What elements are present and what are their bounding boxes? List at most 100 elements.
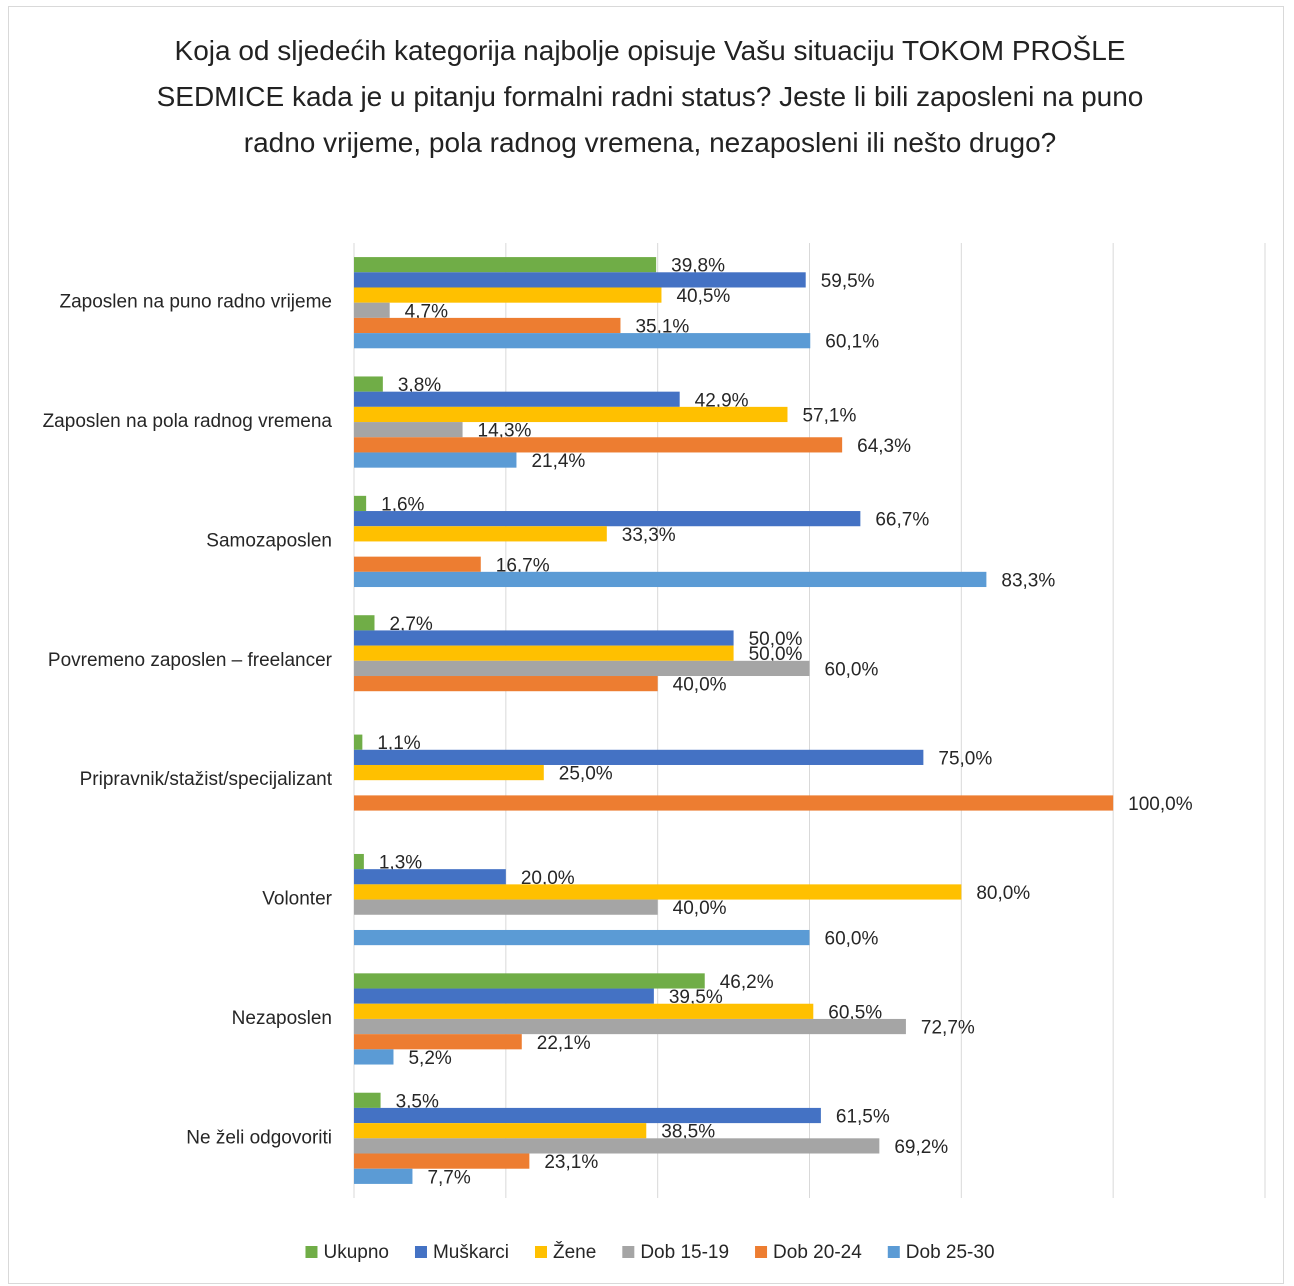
bar: [354, 734, 363, 750]
legend-label: Dob 15-19: [640, 1242, 729, 1263]
bar: [354, 556, 481, 572]
data-label: 61,5%: [836, 1107, 890, 1128]
bar: [354, 526, 607, 542]
data-label: 39,5%: [669, 987, 723, 1008]
data-label: 33,3%: [622, 525, 676, 546]
bar: [354, 391, 680, 407]
bar: [354, 376, 383, 392]
legend-swatch: [755, 1246, 768, 1258]
bar: [354, 317, 621, 334]
data-label: 5,2%: [408, 1048, 451, 1069]
data-label: 40,0%: [673, 675, 727, 696]
data-label: 1,3%: [379, 853, 422, 874]
y-tick-label: Pripravnik/stažist/specijalizant: [80, 769, 333, 790]
bar: [354, 869, 506, 885]
bar: [354, 1123, 647, 1139]
bar: [354, 660, 810, 677]
bar: [354, 287, 662, 303]
data-label: 21,4%: [531, 451, 585, 472]
bar: [354, 615, 375, 631]
data-label: 66,7%: [875, 510, 929, 531]
bar: [354, 630, 734, 646]
y-tick-label: Zaposlen na puno radno vrijeme: [59, 292, 332, 313]
bar: [354, 749, 924, 765]
legend-swatch: [414, 1246, 427, 1258]
y-tick-label: Ne želi odgovoriti: [186, 1127, 332, 1148]
bar: [354, 988, 654, 1004]
data-label: 42,9%: [695, 390, 749, 411]
legend-label: Muškarci: [433, 1242, 509, 1263]
bar: [354, 1168, 413, 1184]
data-label: 72,7%: [921, 1018, 975, 1039]
bar: [354, 511, 861, 527]
data-label: 25,0%: [559, 764, 613, 785]
bar: [354, 795, 1114, 811]
legend-swatch: [535, 1246, 547, 1258]
bar: [354, 333, 811, 349]
data-label: 46,2%: [720, 972, 774, 993]
bar: [354, 929, 810, 946]
data-label: 60,0%: [825, 659, 879, 680]
bar: [354, 884, 962, 900]
legend-label: Žene: [553, 1241, 596, 1263]
data-label: 1,6%: [381, 494, 424, 515]
data-label: 38,5%: [661, 1122, 715, 1143]
data-label: 7,7%: [427, 1167, 470, 1188]
data-label: 75,0%: [938, 748, 992, 769]
data-label: 23,1%: [544, 1152, 598, 1173]
bar: [354, 452, 517, 468]
y-tick-label: Volonter: [262, 889, 332, 910]
bar: [354, 1153, 530, 1169]
data-label: 40,0%: [673, 898, 727, 919]
data-label: 60,1%: [825, 332, 879, 353]
bar: [354, 257, 657, 273]
bar: [354, 272, 806, 288]
bar: [354, 1034, 522, 1050]
bar: [354, 676, 658, 692]
data-label: 40,5%: [676, 286, 730, 307]
data-label: 39,8%: [671, 256, 725, 277]
legend-label: Ukupno: [323, 1242, 389, 1263]
data-label: 59,5%: [821, 271, 875, 292]
bar: [354, 406, 788, 423]
bar: [354, 764, 544, 781]
bar: [354, 1049, 394, 1065]
y-tick-label: Nezaposlen: [232, 1008, 332, 1029]
y-tick-label: Samozaposlen: [206, 530, 332, 551]
legend-label: Dob 25-30: [906, 1242, 995, 1263]
data-label: 80,0%: [976, 883, 1030, 904]
bar: [354, 1092, 381, 1108]
data-label: 60,5%: [828, 1002, 882, 1023]
data-label: 35,1%: [635, 317, 689, 338]
bar: [354, 571, 987, 588]
bar: [354, 645, 734, 661]
data-label: 22,1%: [537, 1033, 591, 1054]
bar: [354, 437, 843, 453]
data-label: 4,7%: [405, 301, 448, 322]
data-label: 14,3%: [478, 421, 532, 442]
data-label: 83,3%: [1001, 570, 1055, 591]
data-label: 64,3%: [857, 436, 911, 457]
bar: [354, 495, 367, 512]
data-label: 50,0%: [749, 644, 803, 665]
bar: [354, 1138, 880, 1154]
legend-label: Dob 20-24: [773, 1242, 862, 1263]
data-label: 100,0%: [1128, 794, 1193, 815]
data-label: 2,7%: [389, 614, 432, 635]
data-label: 3,5%: [396, 1091, 439, 1112]
legend-swatch: [887, 1246, 900, 1258]
bar: [354, 899, 658, 915]
chart-frame: [8, 6, 1284, 1284]
data-label: 69,2%: [894, 1137, 948, 1158]
bar: [354, 1003, 814, 1019]
bar: [354, 973, 705, 989]
legend-swatch: [622, 1246, 635, 1258]
bar: [354, 853, 364, 870]
y-tick-label: Povremeno zaposlen – freelancer: [48, 650, 333, 671]
data-label: 57,1%: [802, 405, 856, 426]
legend-swatch: [305, 1246, 318, 1258]
data-label: 50,0%: [749, 629, 803, 650]
bar: [354, 1107, 821, 1124]
data-label: 3,8%: [398, 375, 441, 396]
bar: [354, 422, 463, 438]
